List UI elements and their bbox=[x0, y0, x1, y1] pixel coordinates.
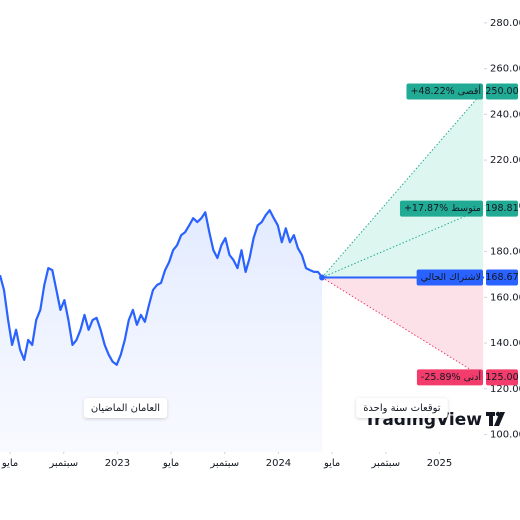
y-tick-label: 180.00 bbox=[490, 247, 520, 258]
forecast-label: توقعات سنة واحدة bbox=[363, 403, 441, 414]
value-label: 125.00 bbox=[485, 372, 518, 383]
y-tick-label: 220.00 bbox=[490, 155, 520, 166]
value-box bbox=[486, 369, 518, 386]
forecast-line bbox=[321, 277, 484, 378]
name-box bbox=[416, 269, 483, 286]
value-box bbox=[486, 200, 518, 217]
y-tick-label: 260.00 bbox=[490, 64, 520, 75]
value-label: 198.81 bbox=[485, 203, 518, 214]
x-tick-label: مايو bbox=[162, 458, 179, 469]
forecast-up-area bbox=[322, 91, 484, 278]
forecast-change: +17.87% bbox=[404, 203, 448, 214]
name-box bbox=[406, 83, 483, 100]
history-label: العامان الماضيان bbox=[91, 403, 160, 414]
x-tick-label: 2023 bbox=[105, 458, 130, 469]
price-line bbox=[0, 209, 323, 366]
forecast-name: أقصى bbox=[458, 84, 482, 97]
name-box bbox=[399, 200, 483, 217]
forecast-line bbox=[321, 91, 484, 278]
value-label: 168.67 bbox=[485, 272, 518, 283]
y-tick-label: 100.00 bbox=[490, 430, 520, 441]
x-tick-label: 2024 bbox=[266, 458, 291, 469]
forecast-name: متوسط bbox=[451, 203, 481, 214]
history-area bbox=[0, 210, 323, 452]
value-box bbox=[486, 83, 518, 100]
forecast-name: أدنى bbox=[464, 370, 482, 383]
value-box bbox=[486, 269, 518, 286]
forecast-change: -25.89% bbox=[421, 372, 461, 383]
name-box bbox=[416, 369, 483, 386]
y-tick-label: 240.00 bbox=[490, 109, 520, 120]
x-tick-label: سبتمبر bbox=[209, 458, 239, 469]
x-tick-label: مايو bbox=[1, 458, 18, 469]
y-tick-label: 120.00 bbox=[490, 384, 520, 395]
x-tick-label: سبتمبر bbox=[370, 458, 400, 469]
history-label-box bbox=[83, 398, 168, 418]
forecast-line bbox=[321, 208, 484, 278]
current-point bbox=[319, 274, 326, 281]
x-tick-label: مايو bbox=[323, 458, 340, 469]
forecast-change: +48.22% bbox=[410, 86, 454, 97]
value-label: 250.00 bbox=[485, 86, 518, 97]
x-tick-label: سبتمبر bbox=[48, 458, 78, 469]
y-tick-label: 160.00 bbox=[490, 292, 520, 303]
current-name: لاشتراك الحالي bbox=[421, 272, 481, 283]
watermark-logo bbox=[486, 411, 505, 426]
forecast-label-box bbox=[356, 398, 448, 418]
y-tick-label: 280.00 bbox=[490, 18, 520, 29]
y-tick-label: 140.00 bbox=[490, 338, 520, 349]
x-tick-label: 2025 bbox=[427, 458, 452, 469]
